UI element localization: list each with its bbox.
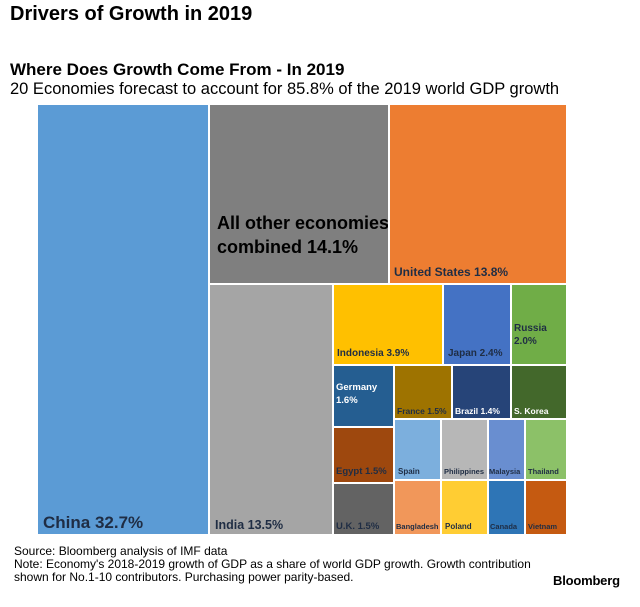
tile-label-u-k: U.K. 1.5%: [336, 521, 380, 532]
tile-bangladesh: Bangladesh: [393, 479, 442, 535]
tile-u-k: U.K. 1.5%: [332, 482, 395, 535]
tile-rect-poland: [440, 479, 489, 535]
tile-label-bangladesh: Bangladesh: [396, 522, 439, 531]
bloomberg-logo: Bloomberg: [553, 573, 620, 588]
tile-rect-indonesia: [332, 283, 444, 366]
tile-label-france: France 1.5%: [397, 406, 447, 416]
tile-vietnam: Vietnam: [524, 479, 567, 535]
tile-label-malaysia: Malaysia: [489, 467, 521, 476]
tile-rect-russia: [510, 283, 567, 366]
tile-rect-united-states: [388, 104, 567, 285]
chart-subtitle: 20 Economies forecast to account for 85.…: [10, 80, 560, 98]
tile-label-brazil: Brazil 1.4%: [455, 406, 500, 416]
tile-indonesia: Indonesia 3.9%: [332, 283, 444, 366]
tile-all-other-economies-combined: All other economies combined 14.1%: [208, 104, 390, 285]
tile-canada: Canada: [487, 479, 526, 535]
tile-poland: Poland: [440, 479, 489, 535]
treemap-chart: China 32.7% All other economies combined 1…: [37, 104, 567, 535]
tile-s-korea: S. Korea: [510, 364, 567, 420]
tile-label-germany: Germany 1.6%: [336, 382, 378, 406]
tile-rect-india: [208, 283, 334, 535]
footnote: Note: Economy's 2018-2019 growth of GDP …: [14, 557, 531, 584]
tile-label-china: China 32.7%: [43, 513, 143, 532]
tile-thailand: Thailand: [524, 418, 567, 481]
tile-brazil: Brazil 1.4%: [451, 364, 512, 420]
tile-label-india: India 13.5%: [215, 518, 283, 532]
tile-china: China 32.7%: [37, 104, 210, 535]
tile-philippines: Philippines: [440, 418, 489, 481]
tile-egypt: Egypt 1.5%: [332, 426, 395, 484]
tile-label-indonesia: Indonesia 3.9%: [337, 348, 409, 359]
tile-france: France 1.5%: [393, 364, 453, 420]
tile-united-states: United States 13.8%: [388, 104, 567, 285]
tile-label-poland: Poland: [445, 522, 472, 531]
tile-label-russia: Russia 2.0%: [514, 323, 547, 347]
tile-label-s-korea: S. Korea: [514, 406, 549, 416]
tile-label-canada: Canada: [490, 522, 518, 531]
tile-japan: Japan 2.4%: [442, 283, 512, 366]
tile-label-japan: Japan 2.4%: [448, 348, 503, 359]
tile-label-thailand: Thailand: [528, 467, 559, 476]
tile-label-all-other-economies-combined: All other economies combined 14.1%: [217, 213, 389, 257]
tile-malaysia: Malaysia: [487, 418, 526, 481]
tile-label-egypt: Egypt 1.5%: [336, 466, 387, 477]
source-note: Source: Bloomberg analysis of IMF data: [14, 544, 228, 558]
tile-rect-france: [393, 364, 453, 420]
tile-label-vietnam: Vietnam: [528, 522, 557, 531]
tile-spain: Spain: [393, 418, 442, 481]
tile-label-spain: Spain: [398, 467, 420, 476]
tile-label-united-states: United States 13.8%: [394, 265, 508, 279]
tile-label-philippines: Philippines: [444, 467, 484, 476]
tile-rect-china: [37, 104, 210, 535]
tile-rect-vietnam: [524, 479, 567, 535]
tile-russia: Russia 2.0%: [510, 283, 567, 366]
tile-india: India 13.5%: [208, 283, 334, 535]
page-title: Drivers of Growth in 2019: [10, 3, 253, 25]
tile-germany: Germany 1.6%: [332, 364, 395, 428]
tile-rect-s-korea: [510, 364, 567, 420]
chart-title: Where Does Growth Come From - In 2019: [10, 60, 345, 79]
tile-rect-all-other-economies-combined: [208, 104, 390, 285]
